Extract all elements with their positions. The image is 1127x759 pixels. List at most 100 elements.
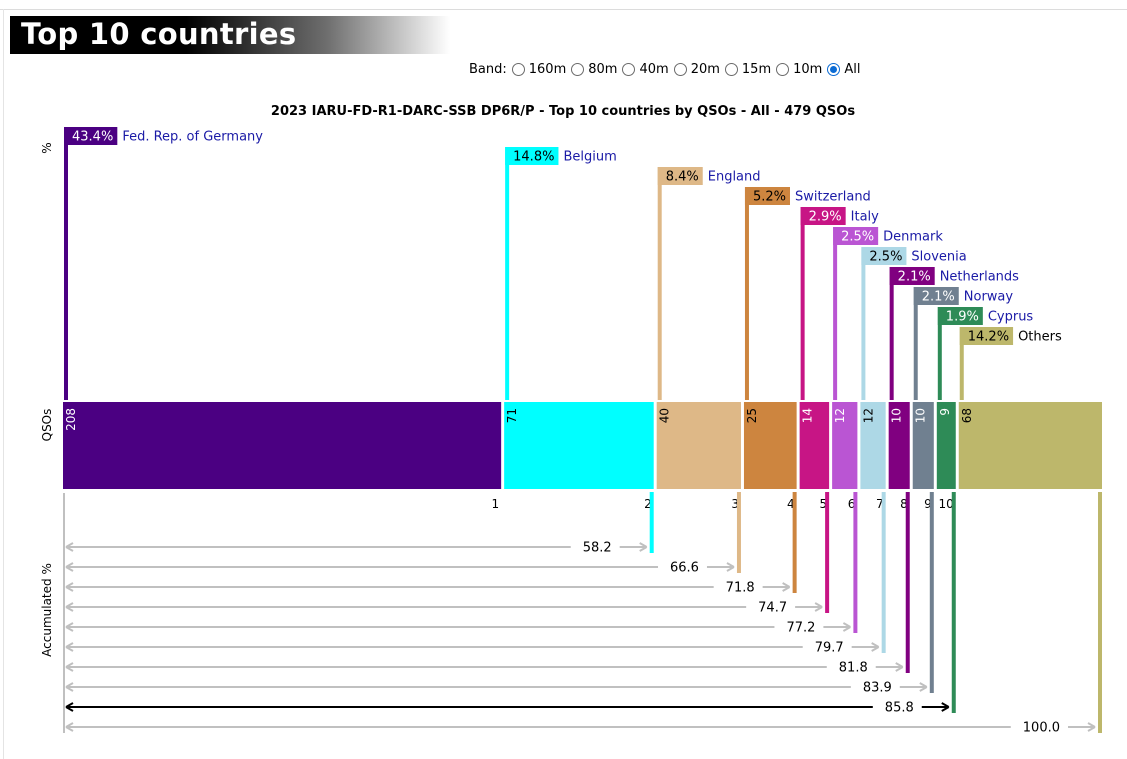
percent-label: 5.2% — [753, 190, 786, 205]
rank-label: 5 — [819, 497, 827, 511]
percent-drop-line — [913, 287, 918, 400]
band-radio-40m[interactable] — [622, 62, 636, 76]
percent-tag — [800, 207, 846, 225]
arrow-head-right — [726, 562, 735, 572]
band-radio-all[interactable] — [827, 62, 841, 76]
arrow-head-left — [65, 722, 74, 732]
qso-value-label: 10 — [890, 408, 904, 423]
percent-drop-line — [861, 247, 866, 400]
qso-bar — [912, 402, 934, 489]
percent-tag — [937, 307, 983, 325]
accumulated-bar — [881, 492, 886, 653]
accumulated-bar — [649, 492, 654, 553]
band-option-label: 40m — [639, 61, 669, 77]
section-heading: Top 10 countries — [10, 16, 450, 54]
band-radio-10m[interactable] — [776, 62, 790, 76]
accumulated-bar — [792, 492, 797, 593]
accumulated-bar — [736, 492, 741, 573]
qso-bar — [799, 402, 830, 489]
country-label: Fed. Rep. of Germany — [122, 130, 263, 145]
band-option-label: 160m — [528, 61, 567, 77]
band-option-label: 15m — [741, 61, 772, 77]
qso-bar — [936, 402, 956, 489]
arrow-head-left — [65, 682, 74, 692]
percent-tag — [64, 127, 118, 145]
country-label: Italy — [851, 210, 880, 225]
qso-bar — [832, 402, 858, 489]
qso-value-label: 14 — [801, 408, 815, 423]
country-label: Denmark — [883, 230, 943, 245]
band-option-80m[interactable]: 80m — [571, 62, 617, 77]
percent-drop-line — [959, 327, 964, 400]
country-label: Norway — [964, 290, 1014, 305]
qso-bar — [958, 402, 1102, 489]
arrow-head-left — [65, 542, 74, 552]
arrow-head-right — [814, 602, 823, 612]
percent-tag — [913, 287, 959, 305]
percent-drop-line — [505, 147, 510, 400]
country-label: England — [708, 170, 761, 185]
rank-label: 6 — [848, 497, 856, 511]
country-label: Netherlands — [940, 270, 1019, 285]
band-radio-20m[interactable] — [673, 62, 687, 76]
percent-label: 14.8% — [513, 150, 554, 165]
band-option-40m[interactable]: 40m — [622, 61, 669, 77]
band-option-20m[interactable]: 20m — [673, 62, 720, 77]
percent-label: 1.9% — [946, 310, 979, 325]
rank-label: 3 — [731, 497, 739, 511]
qso-value-label: 208 — [64, 408, 78, 431]
accumulated-label: 71.8 — [726, 581, 755, 596]
arrow-head-right — [782, 582, 791, 592]
qso-value-label: 10 — [914, 408, 928, 423]
qsos-axis-label: QSOs — [40, 409, 54, 442]
section-heading-text: Top 10 countries — [21, 17, 297, 51]
percent-label: 2.1% — [898, 270, 931, 285]
country-label: Switzerland — [795, 190, 871, 205]
country-label: Slovenia — [911, 250, 966, 265]
rank-label: 7 — [876, 497, 884, 511]
percent-tag — [505, 147, 559, 165]
band-option-160m[interactable]: 160m — [511, 61, 567, 77]
accumulated-label: 79.7 — [815, 641, 844, 656]
arrow-head-left — [65, 582, 74, 592]
accumulated-bar — [951, 492, 956, 713]
rank-label: 4 — [787, 497, 795, 511]
band-radio-160m[interactable] — [511, 62, 525, 76]
accumulated-label: 100.0 — [1023, 721, 1060, 736]
percent-drop-line — [64, 127, 68, 400]
accumulated-label: 66.6 — [670, 561, 699, 576]
qso-bar — [63, 402, 502, 489]
percent-label: 43.4% — [72, 130, 113, 145]
arrow-head-right — [1087, 722, 1096, 732]
percent-drop-line — [889, 267, 894, 400]
qso-bar — [504, 402, 654, 489]
country-label: Cyprus — [988, 310, 1034, 325]
accumulated-axis-label: Accumulated % — [40, 563, 54, 657]
band-radio-80m[interactable] — [571, 62, 585, 76]
band-option-15m[interactable]: 15m — [724, 61, 772, 77]
chart-title: 2023 IARU-FD-R1-DARC-SSB DP6R/P - Top 10… — [271, 104, 855, 119]
percent-tag — [959, 327, 1014, 345]
arrow-head-left — [65, 702, 74, 712]
percent-label: 8.4% — [666, 170, 699, 185]
percent-label: 14.2% — [968, 330, 1009, 345]
accumulated-baseline — [63, 493, 65, 733]
band-option-10m[interactable]: 10m — [776, 62, 822, 77]
arrow-head-left — [65, 562, 74, 572]
percent-label: 2.1% — [922, 290, 955, 305]
percent-tag — [861, 247, 907, 265]
band-option-all[interactable]: All — [827, 62, 860, 77]
band-option-label: 10m — [793, 61, 823, 77]
band-option-label: 80m — [588, 61, 618, 77]
accumulated-label: 77.2 — [786, 621, 815, 636]
percent-tag — [744, 187, 790, 205]
band-option-label: All — [844, 61, 861, 77]
band-radio-15m[interactable] — [724, 62, 738, 76]
rank-label: 10 — [938, 497, 953, 511]
arrow-head-right — [842, 622, 851, 632]
accumulated-label: 74.7 — [758, 601, 787, 616]
accumulated-bar — [929, 492, 934, 693]
accumulated-label: 81.8 — [839, 661, 868, 676]
country-label: Others — [1018, 330, 1062, 345]
